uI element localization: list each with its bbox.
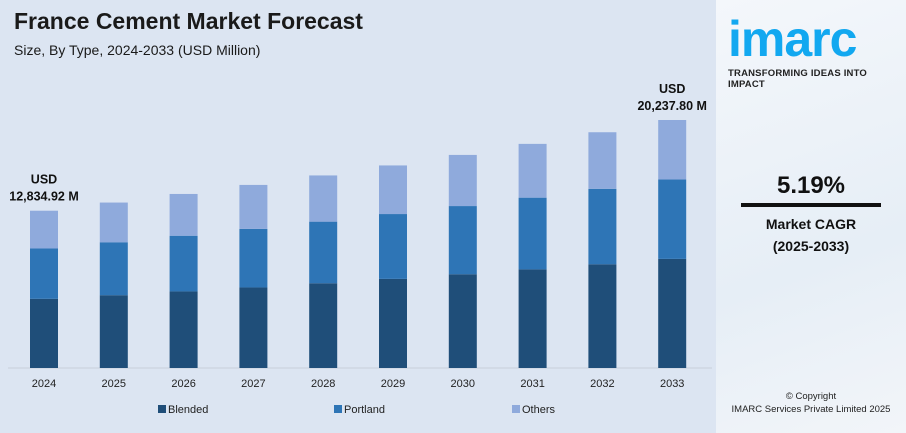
bar-portland-2030 xyxy=(448,206,477,275)
legend-swatch-others xyxy=(512,405,520,413)
bar-others-2032 xyxy=(588,132,617,189)
bar-portland-2026 xyxy=(169,235,198,292)
bar-others-2028 xyxy=(309,175,338,222)
bar-blended-2031 xyxy=(518,269,547,368)
bar-portland-2028 xyxy=(309,221,338,284)
tagline: TRANSFORMING IDEAS INTO IMPACT xyxy=(728,68,868,90)
legend-label-blended: Blended xyxy=(168,404,208,416)
bar-others-2024 xyxy=(30,210,58,249)
bar-blended-2026 xyxy=(169,291,198,368)
legend-label-others: Others xyxy=(522,404,556,416)
x-tick-label: 2029 xyxy=(381,378,405,390)
bar-blended-2032 xyxy=(588,264,617,368)
bar-portland-2027 xyxy=(239,228,268,288)
bar-portland-2029 xyxy=(379,214,407,279)
x-tick-label: 2027 xyxy=(241,378,265,390)
x-tick-label: 2026 xyxy=(171,378,195,390)
bar-portland-2032 xyxy=(588,188,617,265)
copyright: © Copyright xyxy=(785,391,837,402)
stacked-bar-chart: 2024 USD 12,834.92 M 2025 2026 2027 2028 2029 20… xyxy=(8,82,712,416)
bar-others-2030 xyxy=(448,154,477,207)
x-tick-label: 2032 xyxy=(590,378,614,390)
side-panel: imarc TRANSFORMING IDEAS INTO IMPACT 5.1… xyxy=(716,0,906,433)
x-tick-label: 2031 xyxy=(520,378,544,390)
bar-portland-2031 xyxy=(518,197,547,270)
x-tick-label: 2024 xyxy=(32,378,56,390)
bar-blended-2024 xyxy=(30,298,58,368)
legend-label-portland: Portland xyxy=(344,404,385,416)
cagr-label: Market CAGR xyxy=(765,216,857,232)
x-tick-label: 2025 xyxy=(102,378,126,390)
total-label-value: 20,237.80 M xyxy=(637,99,707,113)
company-name: IMARC Services Private Limited 2025 xyxy=(731,404,891,415)
bar-blended-2028 xyxy=(309,283,338,368)
total-label-unit: USD xyxy=(659,82,685,96)
bar-blended-2029 xyxy=(379,278,407,368)
bar-others-2031 xyxy=(518,143,547,198)
bar-others-2026 xyxy=(169,193,198,236)
bar-blended-2025 xyxy=(99,295,128,368)
x-tick-label: 2033 xyxy=(660,378,684,390)
bar-blended-2030 xyxy=(448,274,477,368)
legend-swatch-blended xyxy=(158,405,166,413)
total-label-value: 12,834.92 M xyxy=(9,190,79,204)
x-tick-label: 2030 xyxy=(451,378,475,390)
bar-blended-2033 xyxy=(658,258,687,368)
bar-portland-2025 xyxy=(99,242,128,296)
chart-title: France Cement Market Forecast xyxy=(14,8,363,34)
chart-subtitle: Size, By Type, 2024-2033 (USD Million) xyxy=(14,42,261,58)
total-label-unit: USD xyxy=(31,173,57,187)
bar-blended-2027 xyxy=(239,287,268,368)
bar-portland-2033 xyxy=(658,179,687,259)
legend-swatch-portland xyxy=(334,405,342,413)
bar-others-2029 xyxy=(379,165,407,215)
bar-others-2033 xyxy=(658,120,687,180)
divider xyxy=(741,203,881,207)
bar-others-2027 xyxy=(239,184,268,229)
x-tick-label: 2028 xyxy=(311,378,335,390)
imarc-logo: imarc xyxy=(728,11,857,67)
bar-others-2025 xyxy=(99,202,128,243)
cagr-period: (2025-2033) xyxy=(772,238,850,254)
cagr-value: 5.19% xyxy=(776,172,846,199)
bar-portland-2024 xyxy=(30,248,58,299)
